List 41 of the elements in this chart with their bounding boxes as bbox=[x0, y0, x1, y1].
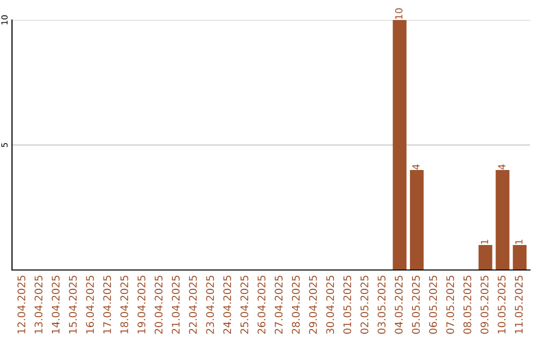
x-tick-label: 04.05.2025 bbox=[394, 276, 403, 334]
data-label: 1 bbox=[515, 240, 522, 244]
bar bbox=[512, 245, 527, 270]
x-tick-label: 23.04.2025 bbox=[206, 276, 214, 334]
x-tick-label: 29.04.2025 bbox=[309, 276, 317, 334]
bar bbox=[478, 245, 492, 270]
bar bbox=[392, 20, 407, 270]
data-label: 4 bbox=[412, 164, 420, 170]
x-tick-label: 02.05.2025 bbox=[360, 276, 368, 334]
x-tick-label: 28.04.2025 bbox=[292, 276, 300, 334]
x-tick-label: 19.04.2025 bbox=[138, 276, 146, 334]
x-tick-label: 07.05.2025 bbox=[446, 276, 454, 334]
bar bbox=[410, 170, 424, 270]
x-tick-label: 14.04.2025 bbox=[52, 276, 60, 334]
data-label: 1 bbox=[481, 240, 488, 244]
data-label: 4 bbox=[498, 164, 506, 170]
x-tick-label: 09.05.2025 bbox=[480, 276, 488, 334]
x-tick-label: 12.04.2025 bbox=[17, 276, 26, 334]
x-tick-label: 06.05.2025 bbox=[429, 276, 437, 334]
x-tick-label: 11.05.2025 bbox=[514, 276, 523, 334]
data-label: 10 bbox=[395, 8, 402, 19]
x-tick-label: 27.04.2025 bbox=[274, 276, 283, 334]
x-tick-label: 16.04.2025 bbox=[86, 276, 94, 334]
x-tick-label: 10.05.2025 bbox=[498, 276, 506, 334]
x-tick-label: 01.05.2025 bbox=[343, 276, 352, 334]
x-tick-label: 13.04.2025 bbox=[34, 276, 42, 334]
y-tick-label: 5 bbox=[1, 143, 8, 148]
x-tick-label: 03.05.2025 bbox=[378, 276, 386, 334]
x-tick-label: 20.04.2025 bbox=[154, 276, 163, 334]
x-tick-label: 21.04.2025 bbox=[172, 276, 180, 334]
x-tick-label: 05.05.2025 bbox=[412, 276, 420, 334]
x-tick-label: 15.04.2025 bbox=[68, 276, 77, 334]
x-tick-label: 24.04.2025 bbox=[223, 276, 232, 334]
bar bbox=[496, 170, 510, 270]
x-tick-label: 26.04.2025 bbox=[258, 276, 266, 334]
x-tick-label: 18.04.2025 bbox=[120, 276, 128, 334]
x-tick-label: 30.04.2025 bbox=[326, 276, 334, 334]
x-tick-label: 08.05.2025 bbox=[463, 276, 472, 334]
x-tick-label: 25.04.2025 bbox=[240, 276, 248, 334]
x-tick-label: 22.04.2025 bbox=[188, 276, 197, 334]
x-tick-label: 17.04.2025 bbox=[103, 276, 112, 334]
